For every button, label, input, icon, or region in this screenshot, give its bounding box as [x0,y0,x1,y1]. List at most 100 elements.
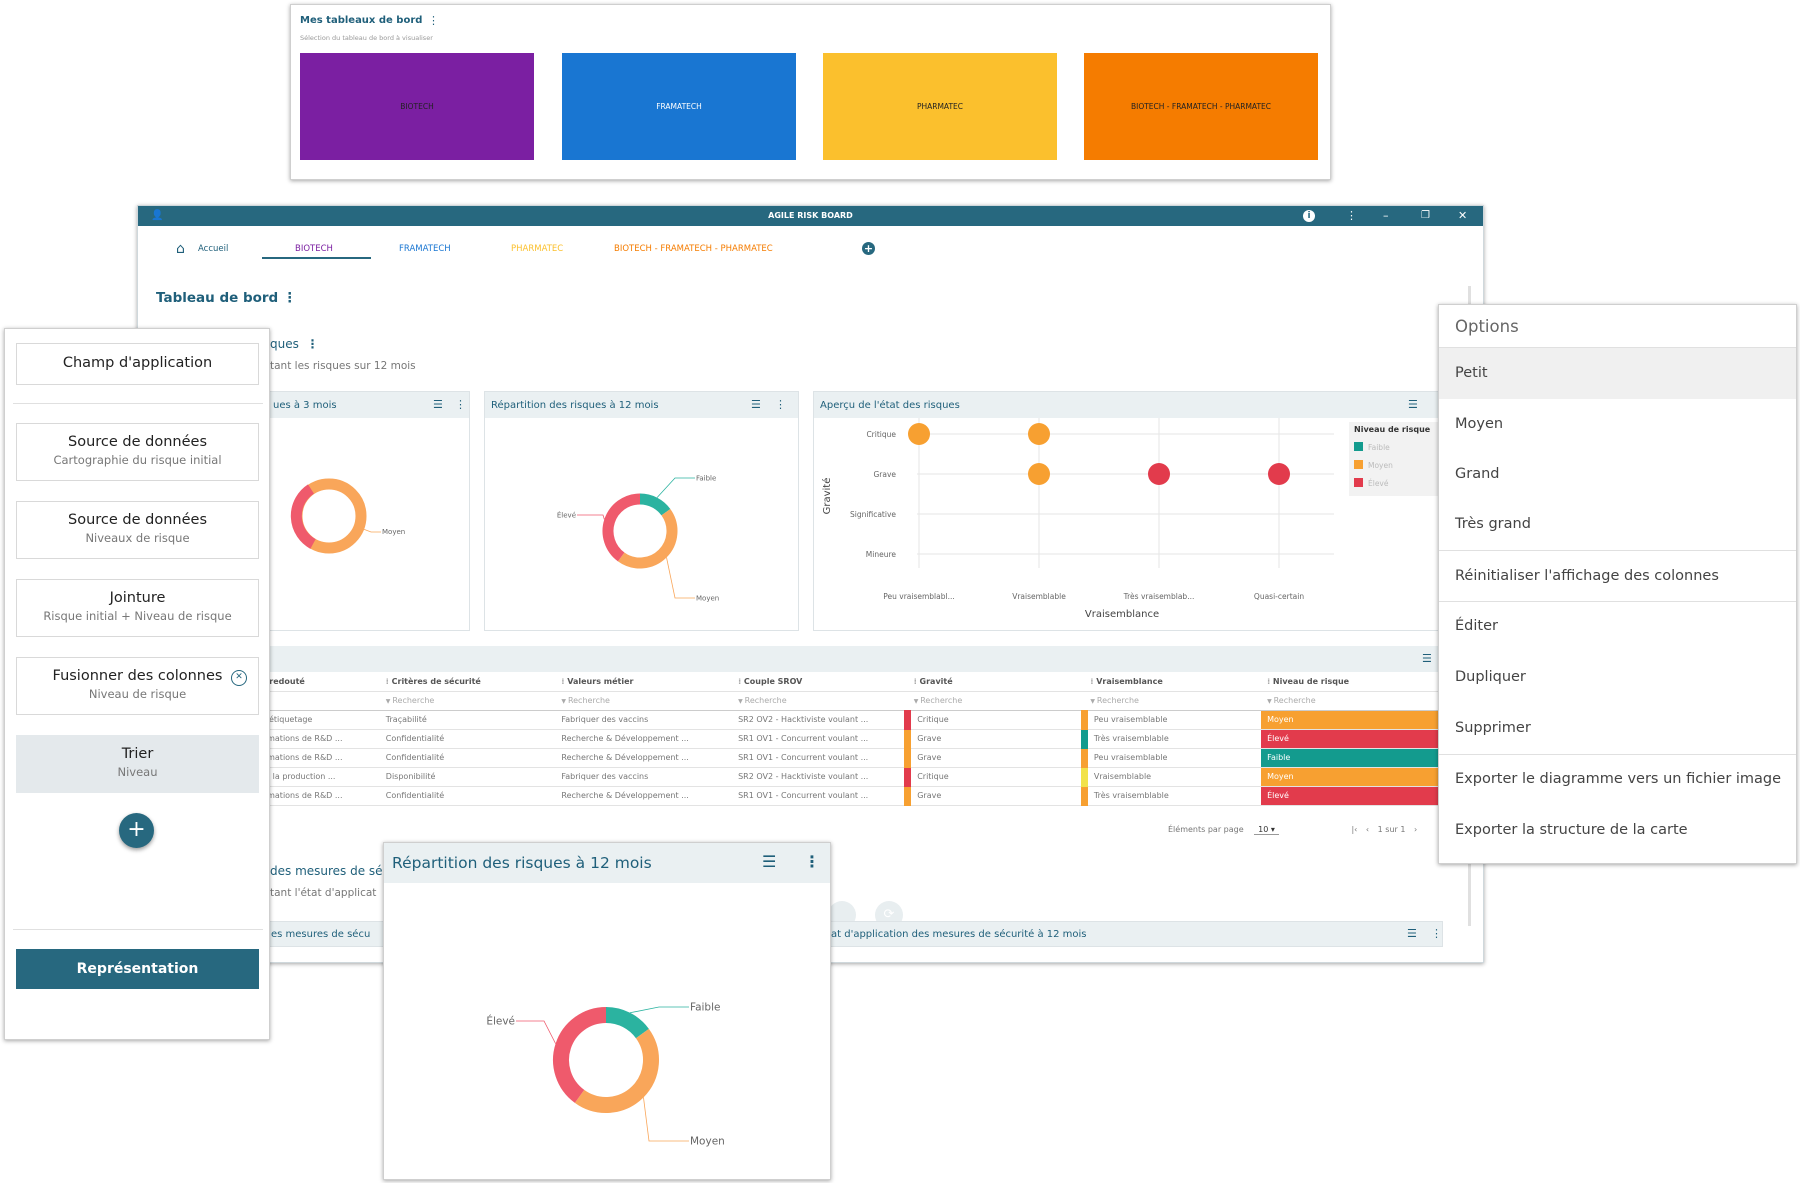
filter-placeholder: Recherche [744,696,787,705]
section-menu-icon[interactable]: ⋮ [306,337,319,351]
table-cell: Grave [904,729,1085,749]
table-cell: Vraisemblable [1080,767,1262,787]
option-petit[interactable]: Petit [1439,348,1796,399]
column-header[interactable]: ⁞ Niveau de risque [1261,672,1440,692]
option-export-image[interactable]: Exporter le diagramme vers un fichier im… [1455,771,1782,787]
pipeline-step-source-2[interactable]: Source de données Niveaux de risque [16,501,259,559]
donut-slice-élevé [602,493,641,562]
y-tick-label: Significative [850,510,896,519]
table-row[interactable]: nées vi...Fuite des informations de R&D … [150,748,1440,768]
drag-handle-icon[interactable]: ⁞ [913,676,920,686]
picker-menu-icon[interactable]: ⋮ [428,14,439,27]
dashboard-tile-all[interactable]: BIOTECH - FRAMATECH - PHARMATEC [1084,53,1318,160]
x-tick-label: Très vraisemblab... [1123,592,1195,601]
table-cell: Grave [904,786,1085,806]
column-filter[interactable]: ▼ Recherche [1261,691,1440,711]
add-tab-icon[interactable]: + [862,242,875,255]
drag-handle-icon[interactable]: ⁞ [738,676,744,686]
column-header[interactable]: ⁞ Valeurs métier [555,672,733,692]
risk-point-élevé [1268,463,1290,485]
option-duplicate[interactable]: Dupliquer [1455,669,1526,685]
option-tres-grand[interactable]: Très grand [1455,516,1531,532]
representation-button[interactable]: Représentation [16,949,259,989]
donut-chart-small: Moyen [290,478,405,554]
user-icon[interactable]: 👤 [151,210,164,221]
option-grand[interactable]: Grand [1455,466,1500,482]
column-header[interactable]: ⁞ Critères de sécurité [379,672,556,692]
risk-table-panel: ☰ ⁞ Evénement redouté⁞ Critères de sécur… [150,646,1443,841]
dashboard-tile-biotech[interactable]: BIOTECH [300,53,534,160]
list-icon[interactable]: ☰ [1408,398,1418,411]
label-leader-line [357,526,381,533]
table-row[interactable]: ées via...Fuite des informations de R&D … [150,729,1440,749]
kebab-icon[interactable]: ⋮ [1431,927,1442,940]
pipeline-step-scope[interactable]: Champ d'application [16,343,259,385]
pipeline-step-sort[interactable]: Trier Niveau [16,735,259,793]
column-header[interactable]: ⁞ Vraisemblance [1084,672,1262,692]
list-icon[interactable]: ☰ [762,852,777,871]
kebab-icon[interactable]: ⋮ [775,398,786,411]
option-edit[interactable]: Éditer [1455,618,1498,634]
legend-label: Élevé [1368,479,1389,488]
tab-framatech[interactable]: FRAMATECH [399,244,451,254]
column-filter[interactable]: ▼ Recherche [1084,691,1262,711]
donut-chart-large: Faible Moyen Élevé [486,1002,725,1148]
filter-icon: ▼ [738,698,745,705]
table-row[interactable]: e l'équi...Interruption de la production… [150,767,1440,787]
close-icon[interactable]: ✕ [1458,209,1468,222]
next-page-icon[interactable]: › [1414,825,1418,834]
prev-page-icon[interactable]: ‹ [1365,825,1370,834]
per-page-select[interactable]: 10 ▾ [1254,825,1279,835]
page-menu-icon[interactable]: ⋮ [282,290,297,306]
column-filter[interactable]: ▼ Recherche [379,691,556,711]
list-icon[interactable]: ☰ [433,398,443,411]
column-header[interactable]: ⁞ Couple SROV [732,672,908,692]
drag-handle-icon[interactable]: ⁞ [561,676,568,686]
home-icon[interactable]: ⌂ [176,241,185,257]
dashboard-tile-framatech[interactable]: FRAMATECH [562,53,796,160]
kebab-icon[interactable]: ⋮ [804,852,820,871]
column-header[interactable]: ⁞ Gravité [907,672,1085,692]
list-icon[interactable]: ☰ [1422,652,1432,665]
pipeline-step-join[interactable]: Jointure Risque initial + Niveau de risqu… [16,579,259,637]
table-cell: SR1 OV1 - Concurrent voulant ... [732,748,908,768]
list-icon[interactable]: ☰ [1407,927,1417,940]
add-step-button[interactable]: + [119,813,154,848]
table-row[interactable]: étiqueta...Altération de l'étiquetageTra… [150,710,1440,730]
y-tick-label: Critique [866,430,896,439]
tab-pharmatec[interactable]: PHARMATEC [511,244,564,254]
minimize-icon[interactable]: – [1383,209,1389,222]
column-filter[interactable]: ▼ Recherche [732,691,908,711]
column-filter[interactable]: ▼ Recherche [907,691,1085,711]
tab-all[interactable]: BIOTECH - FRAMATECH - PHARMATEC [614,244,773,254]
option-moyen[interactable]: Moyen [1455,416,1504,432]
x-axis-label: Vraisemblance [1085,609,1159,620]
table-cell: Traçabilité [379,710,556,730]
option-reset-columns[interactable]: Réinitialiser l'affichage des colonnes [1455,568,1719,584]
restore-icon[interactable]: ❐ [1421,210,1430,221]
kebab-icon[interactable]: ⋮ [455,398,466,411]
filter-icon: ▼ [1090,698,1097,705]
remove-step-icon[interactable]: ✕ [231,670,247,686]
donut-slice-faible [639,493,671,516]
x-tick-label: Vraisemblable [1012,592,1066,601]
column-filter[interactable]: ▼ Recherche [555,691,733,711]
kebab-icon[interactable]: ⋮ [1346,209,1357,222]
first-page-icon[interactable]: |‹ [1351,825,1358,834]
drag-handle-icon[interactable]: ⁞ [1090,676,1097,686]
drag-handle-icon[interactable]: ⁞ [385,676,392,686]
pipeline-step-source-1[interactable]: Source de données Cartographie du risque … [16,423,259,481]
slice-label-faible: Faible [696,474,716,482]
option-export-structure[interactable]: Exporter la structure de la carte [1455,822,1688,838]
list-icon[interactable]: ☰ [751,398,761,411]
dashboard-tile-pharmatec[interactable]: PHARMATEC [823,53,1057,160]
pipeline-step-merge[interactable]: Fusionner des colonnes Niveau de risque … [16,657,259,715]
tab-accueil[interactable]: Accueil [198,244,229,254]
table-row[interactable]: ées vi...Fuite des informations de R&D .… [150,786,1440,806]
table-cell: Fabriquer des vaccins [555,767,733,787]
info-icon[interactable]: i [1303,210,1315,222]
divider [1439,754,1796,755]
drag-handle-icon[interactable]: ⁞ [1267,676,1273,686]
tab-biotech[interactable]: BIOTECH [295,244,333,254]
option-delete[interactable]: Supprimer [1455,720,1531,736]
